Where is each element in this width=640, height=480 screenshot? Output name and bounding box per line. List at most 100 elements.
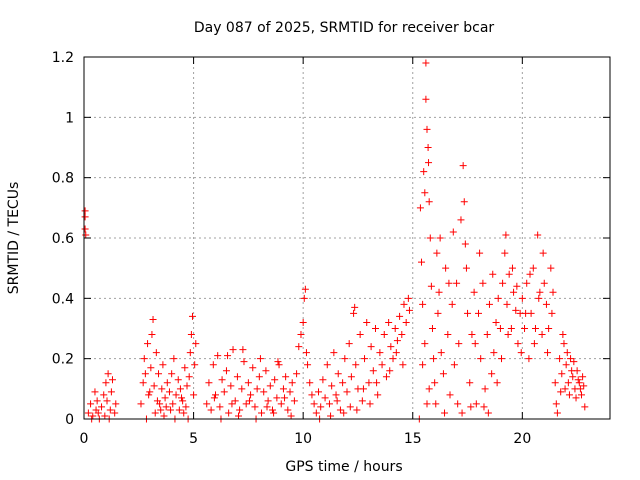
data-point bbox=[325, 400, 333, 408]
data-point bbox=[263, 403, 271, 411]
data-point bbox=[181, 364, 189, 372]
data-point bbox=[323, 361, 331, 369]
data-point bbox=[576, 385, 584, 393]
data-point bbox=[453, 279, 461, 287]
data-point bbox=[376, 349, 384, 357]
data-point bbox=[499, 279, 507, 287]
data-point bbox=[442, 264, 450, 272]
data-point bbox=[321, 394, 329, 402]
data-point bbox=[470, 288, 478, 296]
data-point bbox=[144, 340, 152, 348]
data-point bbox=[425, 385, 433, 393]
data-point bbox=[93, 397, 101, 405]
y-tick-label: 0 bbox=[65, 412, 74, 428]
data-point bbox=[274, 358, 282, 366]
data-point bbox=[542, 300, 550, 308]
data-point bbox=[439, 370, 447, 378]
data-point bbox=[244, 379, 252, 387]
data-point bbox=[493, 379, 501, 387]
data-point bbox=[457, 216, 465, 224]
data-point bbox=[106, 406, 114, 414]
data-point bbox=[180, 409, 188, 417]
data-point bbox=[420, 168, 428, 176]
data-point bbox=[147, 364, 155, 372]
x-tick-label: 20 bbox=[513, 431, 531, 447]
data-point bbox=[301, 285, 309, 293]
data-point bbox=[421, 189, 429, 197]
data-point bbox=[572, 394, 580, 402]
data-point bbox=[268, 406, 276, 414]
data-point bbox=[434, 309, 442, 317]
data-point bbox=[150, 382, 158, 390]
x-tick-label: 5 bbox=[189, 431, 198, 447]
data-point bbox=[145, 391, 153, 399]
data-point bbox=[169, 400, 177, 408]
data-point bbox=[523, 279, 531, 287]
data-point bbox=[345, 340, 353, 348]
data-point bbox=[404, 294, 412, 302]
data-point bbox=[435, 288, 443, 296]
data-point bbox=[158, 385, 166, 393]
data-point bbox=[581, 403, 589, 411]
data-point bbox=[236, 406, 244, 414]
data-point bbox=[156, 400, 164, 408]
data-point bbox=[517, 349, 525, 357]
data-point bbox=[549, 288, 557, 296]
data-point bbox=[148, 331, 156, 339]
data-point bbox=[479, 279, 487, 287]
data-point bbox=[163, 379, 171, 387]
data-point bbox=[398, 331, 406, 339]
data-point bbox=[218, 376, 226, 384]
data-point bbox=[507, 325, 515, 332]
data-point bbox=[369, 367, 377, 375]
data-point bbox=[389, 355, 397, 363]
data-point bbox=[332, 391, 340, 399]
data-point bbox=[358, 397, 366, 405]
data-point bbox=[423, 125, 431, 133]
data-point bbox=[423, 400, 431, 408]
data-point bbox=[578, 391, 586, 399]
data-point bbox=[253, 385, 261, 393]
data-point bbox=[238, 385, 246, 393]
data-point bbox=[428, 325, 436, 332]
data-point bbox=[526, 270, 534, 278]
data-point bbox=[188, 312, 196, 320]
data-point bbox=[302, 349, 310, 357]
data-point bbox=[392, 349, 400, 357]
data-point bbox=[160, 412, 168, 420]
data-point bbox=[461, 240, 469, 248]
data-point bbox=[81, 213, 89, 221]
data-point bbox=[536, 288, 544, 296]
data-point bbox=[494, 294, 502, 302]
data-point bbox=[273, 394, 281, 402]
data-point bbox=[475, 309, 482, 317]
data-point bbox=[157, 406, 165, 414]
data-point bbox=[424, 144, 432, 151]
data-point bbox=[81, 225, 89, 233]
data-point bbox=[242, 400, 250, 408]
data-point bbox=[249, 364, 257, 372]
data-point bbox=[89, 412, 97, 420]
grid-lines bbox=[84, 57, 610, 419]
data-point bbox=[433, 249, 441, 257]
data-point bbox=[346, 403, 354, 411]
data-point bbox=[341, 355, 349, 363]
x-axis-label: GPS time / hours bbox=[285, 459, 402, 475]
data-point bbox=[539, 249, 547, 257]
data-point bbox=[508, 264, 516, 272]
data-point bbox=[488, 370, 496, 378]
data-point bbox=[281, 394, 289, 402]
data-point bbox=[290, 397, 298, 405]
data-point bbox=[356, 331, 364, 339]
data-point bbox=[505, 270, 513, 278]
y-tick-label: 0.2 bbox=[52, 352, 74, 368]
data-point bbox=[525, 355, 533, 363]
data-point bbox=[540, 279, 548, 287]
data-point bbox=[432, 400, 440, 408]
data-point bbox=[190, 391, 198, 399]
data-point bbox=[454, 400, 462, 408]
data-point bbox=[339, 379, 347, 387]
data-point bbox=[503, 300, 511, 308]
data-point bbox=[149, 315, 157, 323]
data-point bbox=[363, 318, 371, 326]
